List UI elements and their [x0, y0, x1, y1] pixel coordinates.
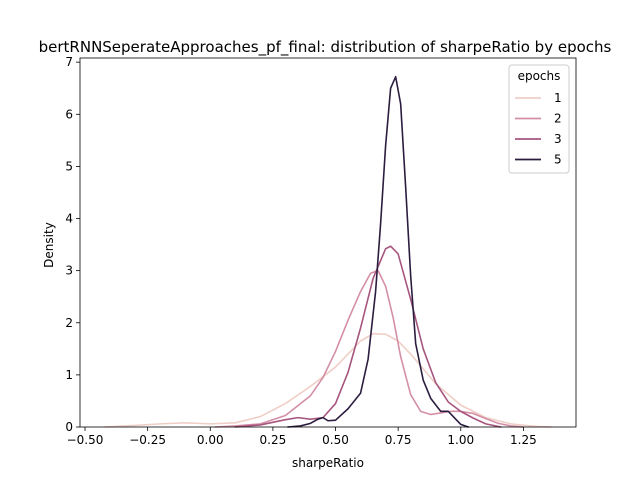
y-tick-label: 3 — [65, 264, 73, 278]
series-line-epochs-2 — [214, 269, 525, 428]
series-line-epochs-1 — [104, 332, 552, 428]
legend-label-epochs-1: 1 — [554, 91, 562, 105]
x-tick-label: −0.50 — [67, 433, 104, 447]
y-tick-label: 6 — [65, 107, 73, 121]
x-tick-label: 1.25 — [510, 433, 537, 447]
y-tick-label: 5 — [65, 159, 73, 173]
x-tick-label: −0.25 — [129, 433, 166, 447]
series-line-epochs-3 — [234, 245, 502, 428]
y-axis-label: Density — [42, 222, 56, 268]
x-tick-label: 0.75 — [385, 433, 412, 447]
x-tick-label: 0.00 — [197, 433, 224, 447]
x-tick-label: 0.50 — [322, 433, 349, 447]
chart-title: bertRNNSeperateApproaches_pf_final: dist… — [39, 38, 612, 57]
x-tick-label: 1.00 — [447, 433, 474, 447]
y-tick-label: 1 — [65, 368, 73, 382]
legend-label-epochs-3: 3 — [554, 132, 562, 146]
x-tick-label: 0.25 — [260, 433, 287, 447]
legend: epochs 1 2 3 5 — [508, 64, 570, 174]
series-line-epochs-5 — [287, 75, 470, 428]
plot-area: −0.50 −0.25 0.00 0.25 0.50 0.75 1.00 1.25 0 1 2 3 4 5… — [65, 55, 577, 447]
axes-frame — [79, 57, 577, 428]
legend-label-epochs-2: 2 — [554, 112, 562, 126]
x-axis-label: sharpeRatio — [292, 456, 364, 470]
y-tick-label: 2 — [65, 316, 73, 330]
y-tick-label: 0 — [65, 420, 73, 434]
y-tick-label: 4 — [65, 212, 73, 226]
y-tick-label: 7 — [65, 55, 73, 69]
legend-label-epochs-5: 5 — [554, 153, 562, 167]
legend-title: epochs — [518, 69, 561, 83]
